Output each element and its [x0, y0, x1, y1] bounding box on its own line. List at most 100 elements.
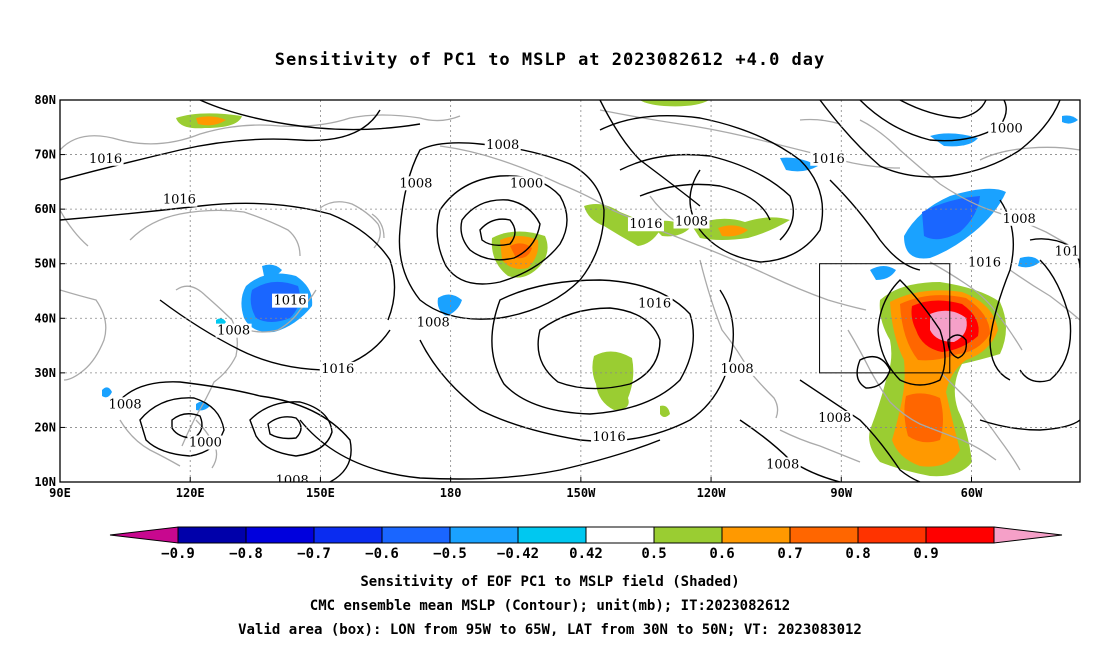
caption-line-2: CMC ensemble mean MSLP (Contour); unit(m… — [309, 598, 791, 614]
contour-label-bg — [719, 361, 756, 376]
contour-label-bg — [764, 457, 801, 472]
lat-tick-label: 30N — [34, 366, 56, 380]
contour-label: 1016 — [638, 296, 671, 311]
colorbar-swatch — [381, 526, 451, 544]
lon-tick-label: 120E — [176, 486, 205, 500]
lon-tick-label: 90E — [49, 486, 71, 500]
contour-label: 1008 — [217, 324, 250, 339]
contour-label-bg — [484, 138, 521, 153]
lat-tick-label: 40N — [34, 311, 56, 325]
contour-label-bg — [215, 323, 252, 338]
contour-label: 1016 — [593, 430, 626, 445]
colorbar-swatch — [857, 526, 927, 544]
caption-line-3: Valid area (box): LON from 95W to 65W, L… — [238, 622, 862, 638]
contour-label: 1008 — [675, 215, 708, 230]
colorbar-low-arrow — [109, 526, 179, 544]
contour-label-bg — [816, 410, 853, 425]
contour-label: 1000 — [510, 176, 543, 191]
contour-label-bg — [810, 151, 847, 166]
lat-tick-label: 50N — [34, 257, 56, 271]
colorbar-swatch — [789, 526, 859, 544]
contour-label: 1016 — [629, 217, 662, 232]
map-axes: 90E 120E 150E 180 150W 120W 90W 60W 80N 70N 60N 50N… — [34, 93, 983, 500]
lat-tick-label: 80N — [34, 93, 56, 107]
contour-label-bg — [508, 176, 545, 191]
contour-label-bg — [627, 217, 664, 232]
colorbar-swatch — [721, 526, 791, 544]
colorbar-swatch — [313, 526, 383, 544]
contour-label-bg — [1052, 244, 1080, 259]
contour-label-bg — [591, 430, 628, 445]
colorbar-swatch — [517, 526, 587, 544]
lon-tick-label: 180 — [440, 486, 462, 500]
colorbar-label: 0.9 — [913, 546, 938, 562]
contour-label: 1016 — [321, 362, 354, 377]
contour-label: 1008 — [818, 411, 851, 426]
colorbar-label: −0.9 — [161, 546, 195, 562]
contour-label-bg — [161, 192, 198, 207]
valid-area-box — [819, 263, 951, 374]
contour-label: 1008 — [399, 176, 432, 191]
contour-label: 1008 — [766, 457, 799, 472]
contour-label-bg — [636, 296, 673, 311]
contour-label-bg — [673, 214, 710, 229]
contour-label: 1016 — [163, 193, 196, 208]
lat-tick-label: 10N — [34, 475, 56, 489]
contour-label: 1016 — [812, 152, 845, 167]
contour-label-bg — [107, 397, 144, 412]
colorbar-swatch — [925, 526, 995, 544]
lon-tick-label: 150E — [306, 486, 335, 500]
colorbar-label: −0.6 — [365, 546, 399, 562]
contour-label: 1000 — [990, 122, 1023, 137]
contour-label-bg — [988, 121, 1025, 136]
colorbar-label: 0.5 — [641, 546, 666, 562]
contour-label-bg — [87, 151, 124, 166]
contour-label: 1008 — [486, 138, 519, 153]
contour-label-bg — [187, 435, 224, 450]
colorbar-label: −0.42 — [497, 546, 539, 562]
colorbar-swatch — [177, 526, 247, 544]
contour-label: 1016 — [89, 152, 122, 167]
colorbar-label: 0.6 — [709, 546, 734, 562]
contour-label: 1016 — [968, 255, 1001, 270]
lon-tick-label: 120W — [697, 486, 727, 500]
colorbar: −0.9 −0.8 −0.7 −0.6 −0.5 −0.42 0.42 0.5 0.6 0.7 0.… — [109, 526, 1063, 562]
contour-label: 1008 — [417, 315, 450, 330]
contour-label-bg — [397, 176, 434, 191]
lon-tick-label: 60W — [961, 486, 983, 500]
colorbar-label: −0.8 — [229, 546, 263, 562]
colorbar-label: −0.5 — [433, 546, 467, 562]
colorbar-swatch — [585, 526, 655, 544]
contour-label: 1000 — [189, 436, 222, 451]
contour-labels: 1016 1016 1008 1008 1000 1016 1000 1016 1008 1008… — [87, 121, 1080, 489]
chart-title: Sensitivity of PC1 to MSLP at 2023082612… — [274, 50, 826, 70]
contour-label-bg — [415, 315, 452, 330]
colorbar-label: 0.42 — [569, 546, 603, 562]
contour-label-bg — [274, 473, 311, 482]
contour-label: 1008 — [1003, 212, 1036, 227]
colorbar-high-arrow — [993, 526, 1063, 544]
contour-label: 1008 — [109, 397, 142, 412]
colorbar-swatch — [653, 526, 723, 544]
map-frame — [59, 99, 1081, 483]
lat-tick-label: 70N — [34, 148, 56, 162]
colorbar-label: 0.8 — [845, 546, 870, 562]
contour-label-bg — [272, 293, 309, 308]
contour-label: 101 — [1055, 245, 1080, 260]
lon-tick-label: 150W — [566, 486, 596, 500]
lon-tick-label: 90W — [830, 486, 852, 500]
caption-line-1: Sensitivity of EOF PC1 to MSLP field (Sh… — [360, 574, 740, 590]
contour-label-bg — [319, 361, 356, 376]
lat-tick-label: 60N — [34, 202, 56, 216]
contour-label: 1008 — [276, 474, 309, 489]
colorbar-label: 0.7 — [777, 546, 802, 562]
coastlines — [60, 109, 1080, 471]
contour-label-bg — [966, 255, 1003, 270]
colorbar-swatch — [245, 526, 315, 544]
colorbar-swatch — [449, 526, 519, 544]
contour-label: 1008 — [721, 362, 754, 377]
contour-label-bg — [1001, 211, 1038, 226]
lat-tick-label: 20N — [34, 420, 56, 434]
contour-label: 1016 — [273, 294, 306, 309]
